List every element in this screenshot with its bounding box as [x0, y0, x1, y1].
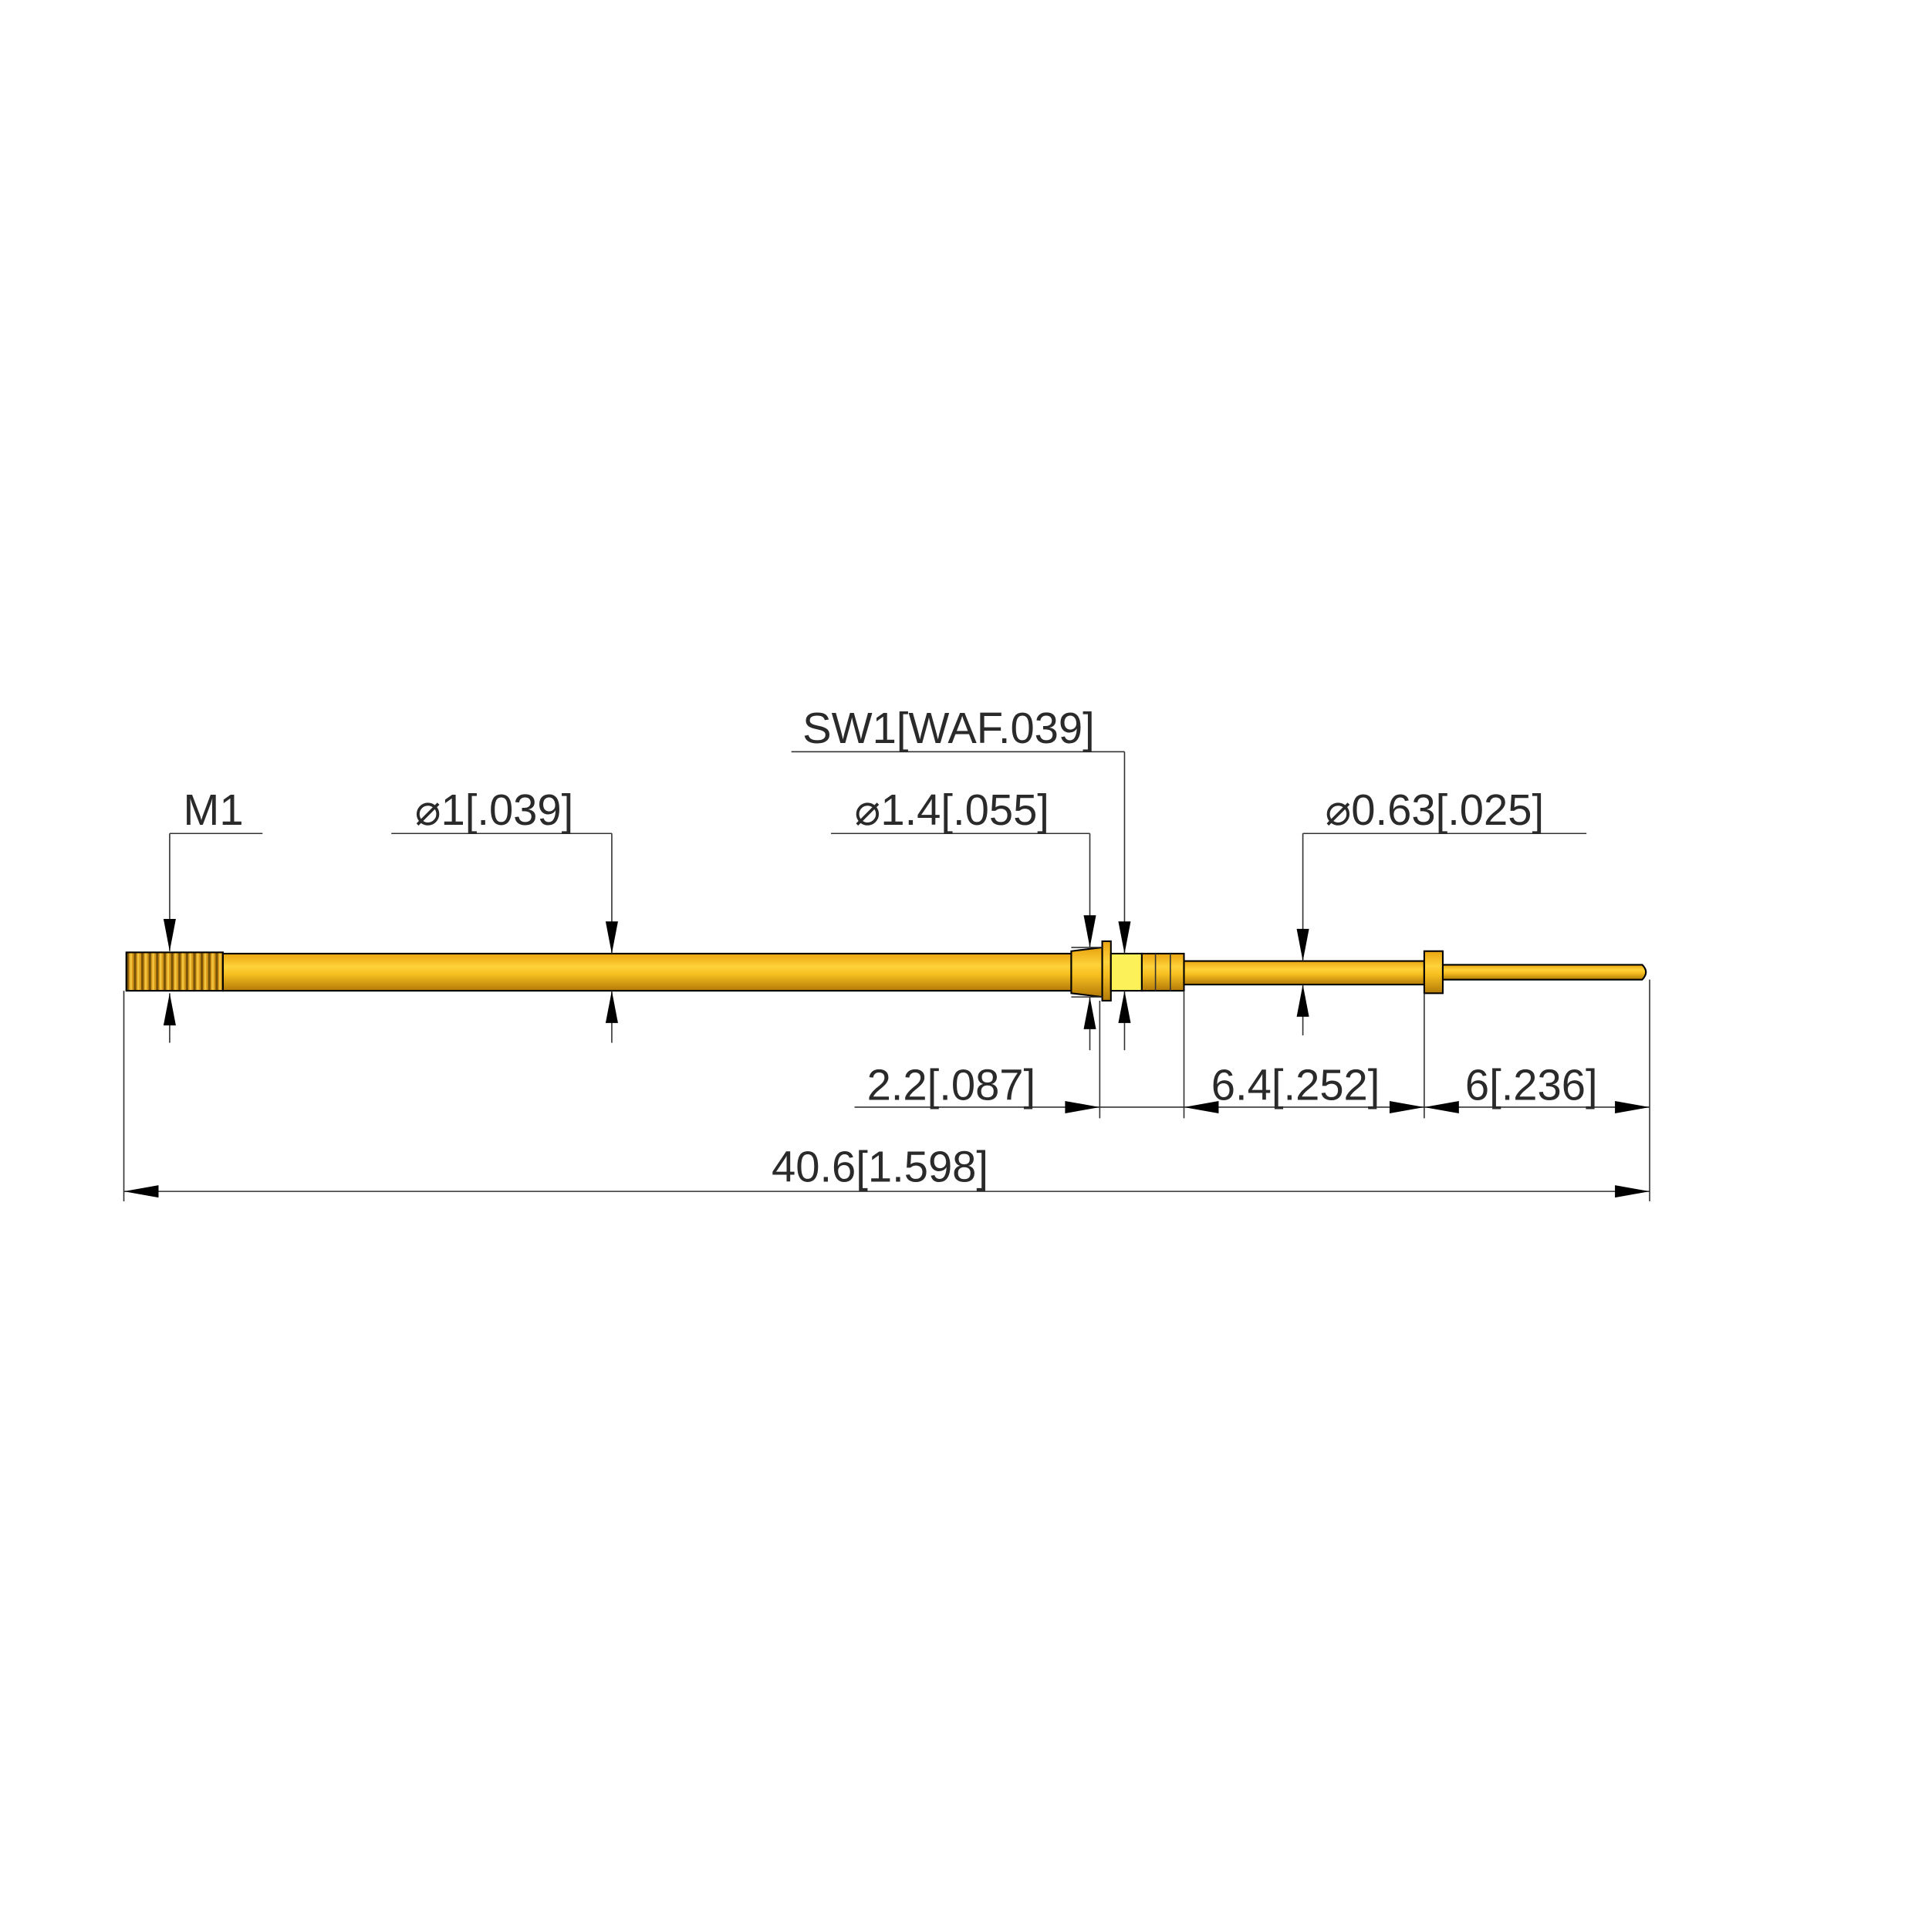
plunger-diameter-label: ⌀0.63[.025]: [1325, 785, 1544, 834]
tapered-collar: [1070, 946, 1103, 998]
dimension-labels: M1 ⌀1[.039] ⌀1.4[.055] SW1[WAF.039] ⌀0.6…: [184, 704, 1598, 1191]
plunger-length-label: 6.4[.252]: [1211, 1060, 1380, 1109]
flange: [1101, 940, 1112, 1001]
plunger-tip: [1441, 964, 1647, 981]
collar-diameter-label: ⌀1.4[.055]: [855, 785, 1049, 834]
probe-part: [125, 940, 1647, 1001]
hex-section: [1110, 952, 1143, 992]
dimension-lines: [123, 751, 1650, 1201]
overall-length-label: 40.6[1.598]: [772, 1142, 988, 1191]
tip-length-label: 6[.236]: [1465, 1060, 1598, 1109]
main-shaft: [221, 952, 1072, 992]
thread-label: M1: [184, 785, 244, 834]
plunger-collar: [1423, 950, 1444, 995]
threaded-end: [125, 951, 224, 992]
groove-section: [1140, 952, 1185, 992]
arrowheads: [123, 915, 1650, 1198]
plunger: [1183, 960, 1425, 986]
shaft-diameter-label: ⌀1[.039]: [415, 785, 574, 834]
hex-size-label: SW1[WAF.039]: [802, 704, 1095, 752]
collar-length-label: 2.2[.087]: [867, 1060, 1036, 1109]
